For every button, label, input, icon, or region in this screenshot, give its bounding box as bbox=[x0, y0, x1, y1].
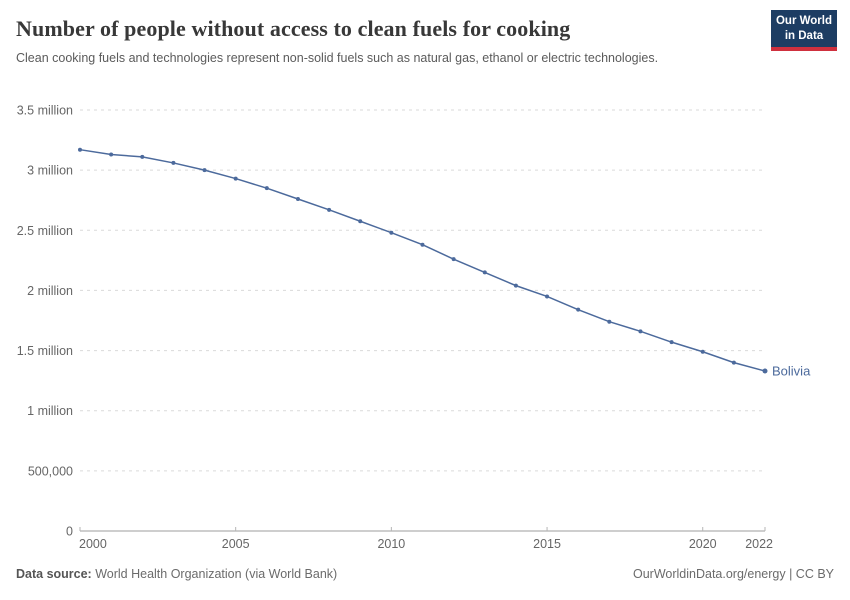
owid-logo-line1: Our World bbox=[775, 15, 832, 27]
x-axis-tick-label: 2005 bbox=[222, 537, 250, 551]
y-axis-tick-label: 2.5 million bbox=[17, 224, 73, 238]
data-point[interactable] bbox=[576, 307, 581, 312]
data-point[interactable] bbox=[669, 340, 674, 345]
trend-line bbox=[79, 148, 766, 372]
chart-subtitle: Clean cooking fuels and technologies rep… bbox=[16, 51, 659, 65]
y-axis-tick-label: 3 million bbox=[27, 164, 73, 178]
data-point[interactable] bbox=[700, 349, 705, 354]
data-point[interactable] bbox=[731, 360, 736, 365]
data-point[interactable] bbox=[202, 168, 207, 173]
data-point[interactable] bbox=[607, 319, 612, 324]
data-point[interactable] bbox=[389, 230, 394, 235]
data-point[interactable] bbox=[420, 242, 425, 247]
data-point[interactable] bbox=[327, 207, 332, 212]
y-axis-tick-label: 500,000 bbox=[28, 464, 73, 478]
x-axis-tick-label: 2015 bbox=[533, 537, 561, 551]
credit-link[interactable]: OurWorldinData.org/energy | CC BY bbox=[632, 567, 834, 581]
x-axis-tick-label: 2022 bbox=[745, 537, 773, 551]
data-source: Data source: World Health Organization (… bbox=[16, 567, 337, 581]
y-axis-tick-label: 1.5 million bbox=[17, 344, 73, 358]
y-axis-tick-label: 0 bbox=[66, 525, 73, 539]
chart-header: Number of people without access to clean… bbox=[0, 0, 850, 67]
data-point[interactable] bbox=[638, 329, 643, 334]
data-point[interactable] bbox=[451, 257, 456, 262]
chart-footer: Data source: World Health Organization (… bbox=[16, 567, 834, 581]
page-title: Number of people without access to clean… bbox=[16, 16, 571, 41]
y-axis-tick-label: 3.5 million bbox=[17, 104, 73, 118]
data-point[interactable] bbox=[78, 147, 82, 152]
data-point[interactable] bbox=[233, 176, 238, 181]
owid-logo[interactable]: Our World in Data bbox=[771, 10, 837, 51]
data-source-text: World Health Organization (via World Ban… bbox=[91, 567, 338, 581]
data-point[interactable] bbox=[513, 283, 518, 288]
data-point[interactable] bbox=[545, 294, 550, 299]
chart-area[interactable]: 0 500,000 1 million 1.5 million 2 million 2.5… bbox=[0, 100, 850, 560]
data-source-label: Data source: bbox=[16, 567, 92, 581]
data-point[interactable] bbox=[482, 270, 487, 275]
y-axis-tick-label: 1 million bbox=[27, 404, 73, 418]
series-label[interactable]: Bolivia bbox=[772, 364, 811, 379]
data-point[interactable] bbox=[171, 160, 176, 165]
data-point[interactable] bbox=[762, 368, 768, 374]
x-axis-tick-label: 2000 bbox=[79, 537, 107, 551]
data-point[interactable] bbox=[295, 197, 300, 202]
owid-logo-line2: in Data bbox=[784, 29, 824, 42]
data-point[interactable] bbox=[264, 186, 269, 191]
data-point[interactable] bbox=[109, 152, 114, 157]
x-axis-tick-label: 2020 bbox=[689, 537, 717, 551]
data-point[interactable] bbox=[358, 219, 363, 224]
x-axis-tick-label: 2010 bbox=[377, 537, 405, 551]
line-chart[interactable]: 0 500,000 1 million 1.5 million 2 million 2.5… bbox=[0, 100, 850, 560]
y-axis-tick-label: 2 million bbox=[27, 284, 73, 298]
data-point[interactable] bbox=[140, 154, 145, 159]
